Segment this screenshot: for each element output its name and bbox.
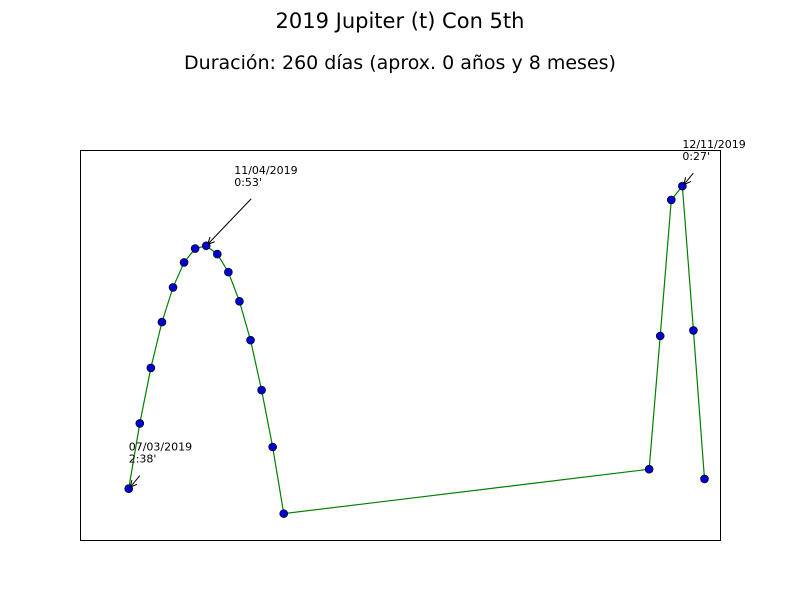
data-point bbox=[655, 331, 665, 341]
data-point bbox=[190, 244, 200, 253]
data-point bbox=[246, 335, 255, 345]
data-point bbox=[700, 474, 709, 484]
data-point bbox=[157, 317, 167, 327]
data-point bbox=[235, 296, 244, 306]
annotation-text: 11/04/2019 bbox=[234, 164, 297, 177]
data-point bbox=[257, 385, 266, 395]
data-point bbox=[213, 249, 222, 259]
data-point bbox=[666, 195, 676, 205]
data-point bbox=[689, 326, 698, 335]
data-point bbox=[168, 283, 178, 292]
annotation-arrow bbox=[131, 475, 141, 487]
chart-title: 2019 Jupiter (t) Con 5th bbox=[276, 9, 525, 33]
data-point bbox=[179, 258, 189, 267]
data-point bbox=[279, 509, 289, 518]
annotation-arrow bbox=[684, 172, 694, 184]
data-point bbox=[268, 442, 277, 452]
data-point bbox=[644, 464, 654, 474]
annotation-arrow bbox=[208, 198, 252, 244]
annotation-text: 12/11/2019 bbox=[682, 138, 745, 151]
series-line bbox=[128, 184, 706, 515]
data-point bbox=[135, 419, 145, 428]
chart-subtitle: Duración: 260 días (aprox. 0 años y 8 me… bbox=[184, 52, 616, 74]
annotation-text: 07/03/2019 bbox=[129, 441, 192, 454]
data-point bbox=[146, 363, 156, 373]
plot-frame bbox=[80, 150, 721, 541]
annotation-text: 0:53' bbox=[234, 176, 262, 189]
data-point bbox=[224, 267, 233, 277]
annotation-text: 2:38' bbox=[129, 453, 157, 466]
annotation-text: 0:27' bbox=[682, 150, 710, 163]
